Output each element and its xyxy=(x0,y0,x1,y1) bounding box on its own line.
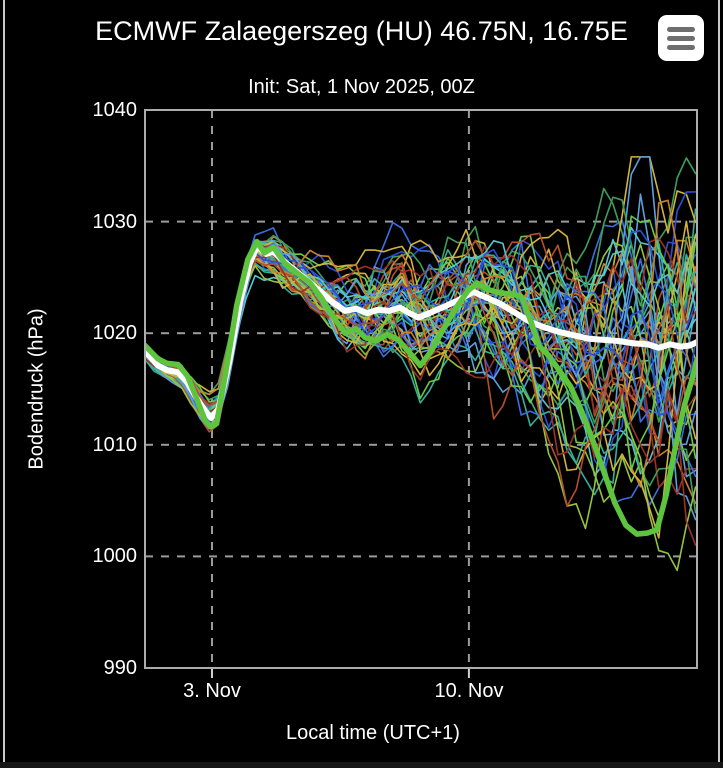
x-tick-3nov: 3. Nov xyxy=(183,680,241,702)
chart-title: ECMWF Zalaegerszeg (HU) 46.75N, 16.75E xyxy=(95,16,628,46)
y-tick-1000: 1000 xyxy=(92,545,138,567)
y-tick-990: 990 xyxy=(103,657,137,679)
bottom-strip xyxy=(0,762,723,768)
init-subtitle: Init: Sat, 1 Nov 2025, 00Z xyxy=(248,76,475,98)
y-tick-1010: 1010 xyxy=(92,434,138,456)
y-tick-1020: 1020 xyxy=(92,322,138,344)
right-edge-border xyxy=(718,0,720,762)
menu-button[interactable] xyxy=(658,15,704,61)
x-tick-10nov: 10. Nov xyxy=(434,680,504,702)
y-tick-1030: 1030 xyxy=(92,211,138,233)
y-tick-1040: 1040 xyxy=(92,99,138,121)
y-axis-title: Bodendruck (hPa) xyxy=(25,308,48,470)
left-edge-border xyxy=(3,0,5,762)
x-axis-title: Local time (UTC+1) xyxy=(286,722,460,744)
